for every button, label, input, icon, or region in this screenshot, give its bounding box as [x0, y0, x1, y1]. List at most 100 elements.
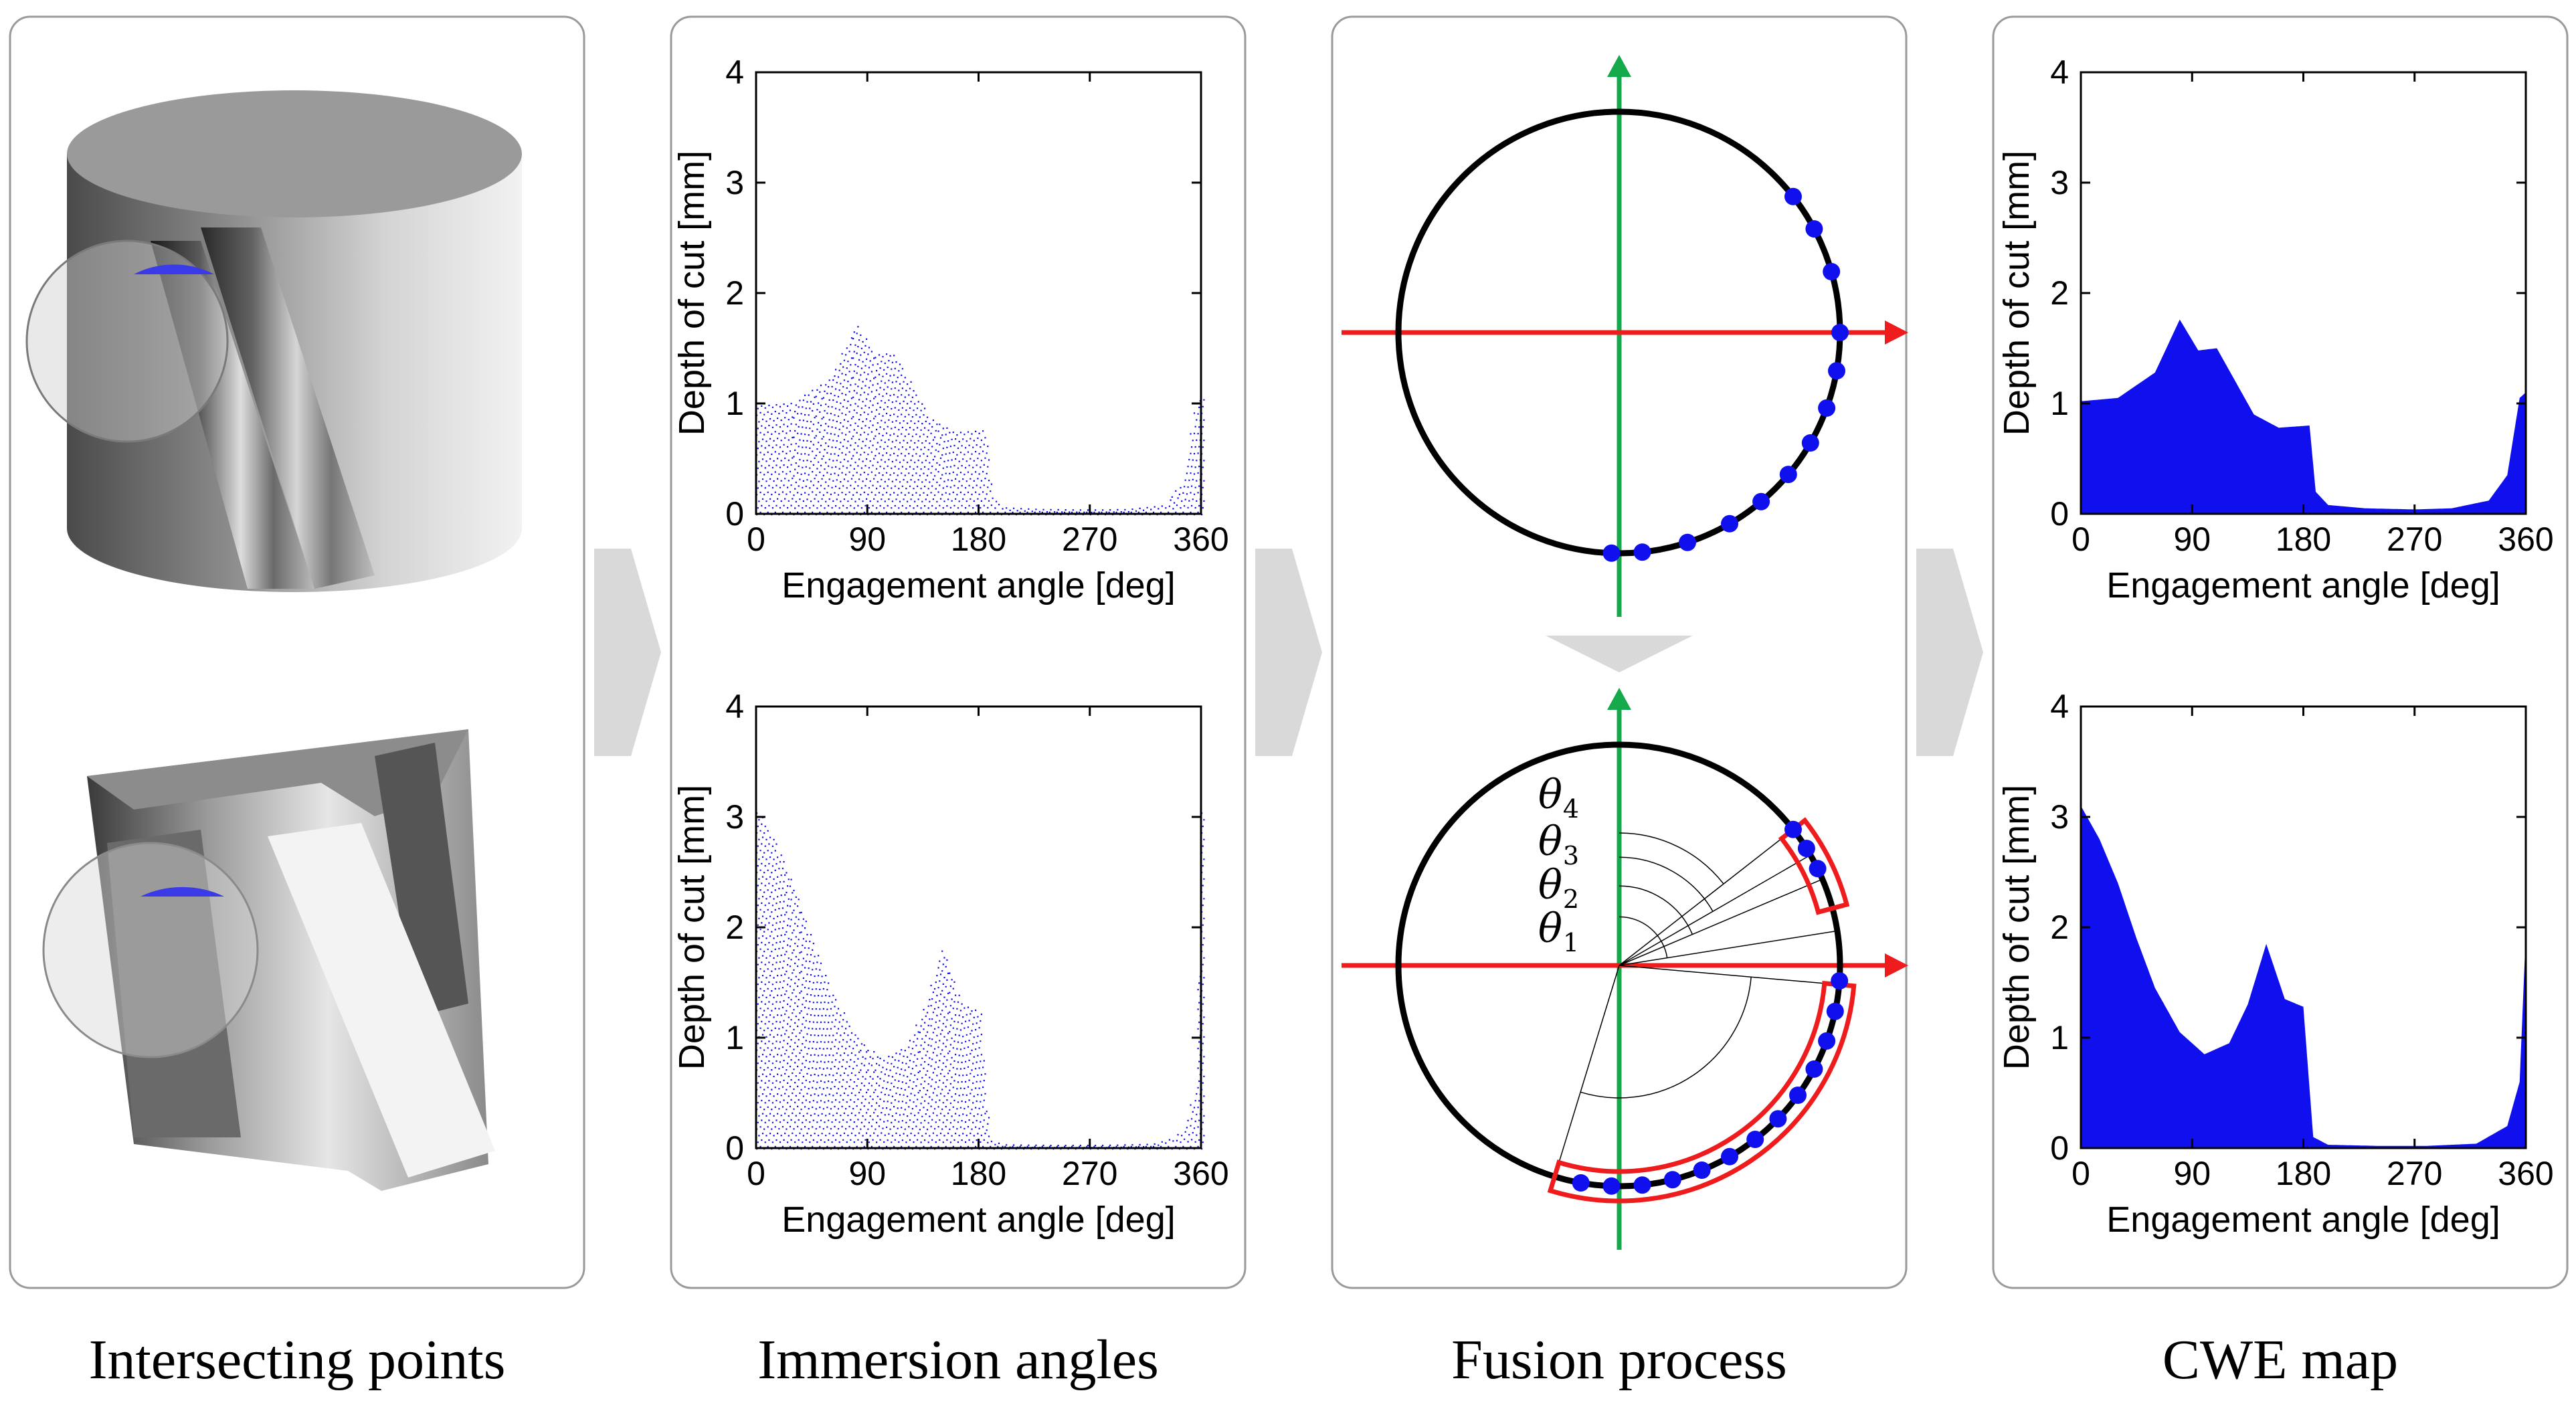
fusion-diagram-bottom: θ 4θ 3θ 2θ 1 [1342, 688, 1908, 1250]
theta-label: θ [1538, 818, 1562, 865]
x-axis-label: Engagement angle [deg] [2106, 565, 2500, 605]
intersection-point [1752, 492, 1770, 510]
intersection-point [1746, 1131, 1764, 1148]
intersection-point [1572, 1174, 1590, 1192]
panel-frame-immersion-angles [670, 15, 1247, 1289]
intersection-point [1789, 1087, 1807, 1104]
theta-subscript: 4 [1563, 794, 1579, 824]
x-tick-label: 270 [1062, 1155, 1117, 1192]
caption-fusion-process: Fusion process [1451, 1329, 1787, 1391]
engagement-band-lower [1547, 981, 1857, 1204]
y-tick-label: 2 [725, 909, 744, 946]
x-axis-label: Engagement angle [deg] [781, 565, 1175, 605]
y-tick-label: 3 [2050, 798, 2069, 836]
y-tick-label: 1 [2050, 385, 2069, 422]
x-tick-label: 180 [951, 1155, 1006, 1192]
flow-arrow-2 [1255, 549, 1322, 756]
theta-label: θ [1538, 862, 1562, 909]
x-tick-label: 180 [2276, 1155, 2331, 1192]
y-tick-label: 3 [725, 798, 744, 836]
series-area [2081, 319, 2526, 514]
sector-ray [1554, 965, 1620, 1177]
x-tick-label: 90 [848, 1155, 886, 1192]
x-tick-label: 360 [1173, 1155, 1228, 1192]
intersection-point [1784, 820, 1802, 838]
intersection-point [1805, 1060, 1823, 1078]
y-tick-label: 4 [725, 688, 744, 725]
x-tick-label: 270 [2387, 1155, 2442, 1192]
y-tick-label: 1 [725, 1019, 744, 1056]
y-tick-label: 4 [725, 54, 744, 91]
y-tick-label: 3 [2050, 164, 2069, 201]
intersection-point [1797, 840, 1815, 858]
intersection-point [1633, 543, 1651, 561]
theta-label: θ [1538, 905, 1562, 952]
y-tick-label: 2 [2050, 274, 2069, 312]
theta-arc-lower [1580, 977, 1752, 1099]
x-tick-label: 360 [2498, 1155, 2553, 1192]
y-tick-label: 2 [2050, 909, 2069, 946]
intersection-point [1779, 466, 1797, 484]
theta-subscript: 3 [1563, 841, 1579, 870]
y-tick-label: 0 [2050, 495, 2069, 533]
horizontal-axis-arrowhead [1885, 320, 1908, 345]
flow-arrow-3 [1916, 549, 1983, 756]
flow-arrow-1 [594, 549, 661, 756]
intersection-point [1679, 533, 1696, 551]
x-tick-label: 180 [2276, 521, 2331, 558]
y-axis-label: Depth of cut [mm] [672, 785, 712, 1070]
intersection-point [1818, 1032, 1836, 1050]
intersection-point [1831, 972, 1849, 990]
fusion-diagram-top [1342, 55, 1908, 617]
caption-immersion-angles: Immersion angles [757, 1329, 1159, 1391]
y-tick-label: 3 [725, 164, 744, 201]
y-tick-label: 2 [725, 274, 744, 312]
sector-ray [1619, 930, 1838, 966]
theta-subscript: 2 [1563, 884, 1579, 914]
chart-cwe-map-top: 0 90 180 270 360 0 1 2 3 4 Engagement angle [deg] D… [1997, 54, 2554, 605]
x-tick-label: 0 [747, 1155, 765, 1192]
x-tick-label: 270 [2387, 521, 2442, 558]
theta-subscript: 1 [1563, 928, 1579, 957]
chart-immersion-angles-top: 0 90 180 270 360 0 1 2 3 4 Engagement angle [deg] D… [672, 54, 1229, 605]
vertical-axis-arrowhead [1607, 688, 1631, 710]
sector-ray [1619, 854, 1811, 966]
y-tick-label: 4 [2050, 688, 2069, 725]
vertical-axis-arrowhead [1607, 55, 1631, 77]
y-tick-label: 1 [2050, 1019, 2069, 1056]
intersection-point [1769, 1110, 1787, 1128]
intersection-point [1831, 324, 1849, 341]
y-axis-label: Depth of cut [mm] [1997, 151, 2037, 436]
intersection-point [1805, 220, 1823, 238]
x-tick-label: 0 [2072, 521, 2090, 558]
intersection-point [1784, 187, 1802, 205]
intersection-point [1721, 515, 1738, 533]
intersection-point [1693, 1161, 1711, 1179]
y-tick-label: 0 [725, 1129, 744, 1167]
intersection-point [1818, 399, 1836, 417]
theta-arc [1619, 885, 1693, 935]
sector-ray [1619, 965, 1839, 986]
caption-cwe-map: CWE map [2163, 1329, 2398, 1391]
intersection-point [1823, 263, 1841, 280]
y-tick-label: 0 [725, 495, 744, 533]
intersection-point [1602, 1177, 1621, 1195]
series-area [2081, 806, 2526, 1148]
x-tick-label: 360 [1173, 521, 1228, 558]
x-tick-label: 0 [747, 521, 765, 558]
x-axis-label: Engagement angle [deg] [2106, 1200, 2500, 1240]
y-axis-label: Depth of cut [mm] [672, 151, 712, 436]
horizontal-axis-arrowhead [1885, 953, 1908, 977]
series-points [756, 812, 1205, 1150]
theta-arc [1619, 832, 1724, 884]
chart-immersion-angles-bottom: 0 90 180 270 360 0 1 2 3 4 Engagement angle [deg] D… [672, 688, 1229, 1240]
fusion-down-arrow [1546, 636, 1693, 672]
y-tick-label: 1 [725, 385, 744, 422]
theta-arc [1619, 916, 1668, 958]
x-tick-label: 270 [1062, 521, 1117, 558]
x-axis-label: Engagement angle [deg] [781, 1200, 1175, 1240]
y-tick-label: 4 [2050, 54, 2069, 91]
intersection-point [1721, 1147, 1738, 1165]
intersection-point [1663, 1171, 1681, 1189]
